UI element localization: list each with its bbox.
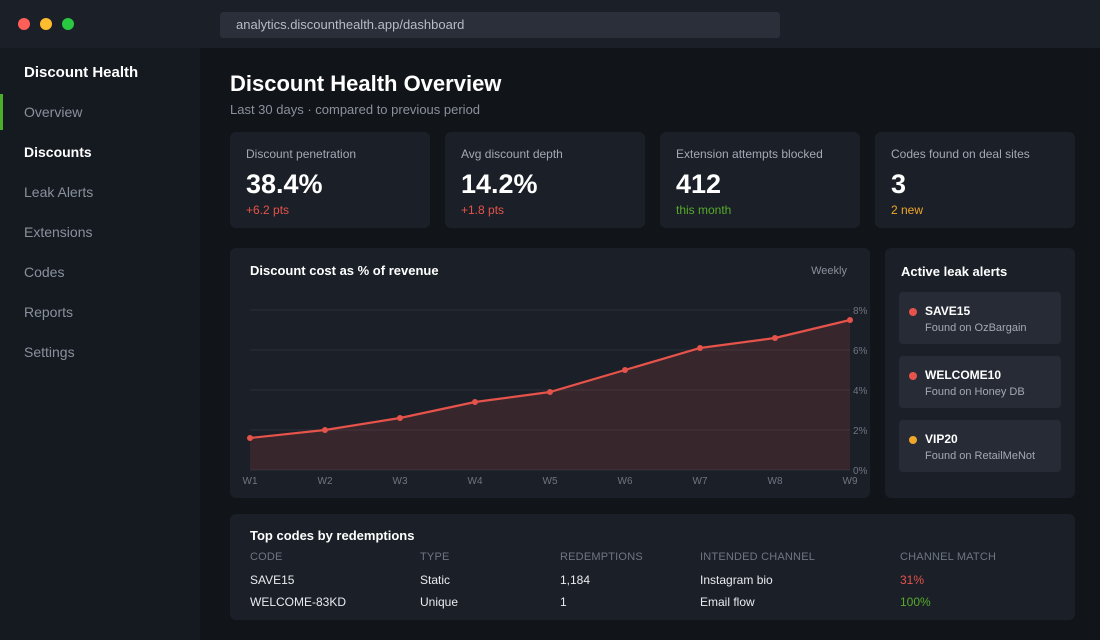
x-tick-label: W3: [393, 476, 408, 487]
kpi-label: Extension attempts blocked: [676, 147, 823, 161]
column-header-redemptions: REDEMPTIONS: [560, 551, 643, 563]
kpi-card-codes-found-on-deal-sites: Codes found on deal sites 3 2 new: [875, 132, 1075, 228]
alert-source: Found on OzBargain: [925, 322, 1027, 334]
y-tick-label: 8%: [853, 306, 868, 317]
minimize-window-button[interactable]: [40, 18, 52, 30]
data-point: [622, 367, 628, 373]
sidebar: Discount Health Overview Discounts Leak …: [0, 48, 200, 640]
address-bar[interactable]: analytics.discounthealth.app/dashboard: [220, 12, 780, 38]
leak-alert-item[interactable]: SAVE15 Found on OzBargain: [899, 292, 1061, 344]
leak-alert-item[interactable]: VIP20 Found on RetailMeNot: [899, 420, 1061, 472]
kpi-value: 14.2%: [461, 169, 538, 199]
sidebar-item-extensions[interactable]: Extensions: [24, 224, 93, 240]
data-point: [697, 345, 703, 351]
alert-source: Found on Honey DB: [925, 386, 1025, 398]
browser-titlebar: analytics.discounthealth.app/dashboard: [0, 0, 1100, 48]
chart-title: Discount cost as % of revenue: [250, 263, 439, 278]
sidebar-item-leak-alerts[interactable]: Leak Alerts: [24, 184, 94, 200]
cell-code: WELCOME-83KD: [250, 595, 347, 609]
top-codes-table-card: Top codes by redemptions CODE TYPE REDEM…: [230, 514, 1075, 620]
kpi-value: 3: [891, 169, 907, 199]
cell-type: Static: [420, 573, 451, 587]
cell-channel-match: 31%: [900, 573, 925, 587]
x-tick-label: W9: [843, 476, 858, 487]
alert-source: Found on RetailMeNot: [925, 450, 1036, 462]
column-header-code: CODE: [250, 551, 283, 563]
cell-channel: Email flow: [700, 595, 755, 609]
cell-redemptions: 1: [560, 595, 567, 609]
cell-channel: Instagram bio: [700, 573, 773, 587]
discount-cost-chart: 0% 2% 4% 6% 8% W1 W2 W3 W4 W5 W6 W7 W8 W9: [243, 306, 868, 487]
column-header-type: TYPE: [420, 551, 450, 563]
kpi-label: Discount penetration: [246, 147, 357, 161]
x-tick-label: W6: [618, 476, 633, 487]
kpi-value: 412: [676, 169, 722, 199]
page-title: Discount Health Overview: [230, 71, 502, 96]
data-point: [322, 427, 328, 433]
leak-alerts-card: Active leak alerts SAVE15 Found on OzBar…: [885, 248, 1075, 498]
data-point: [247, 435, 253, 441]
alert-code: SAVE15: [925, 304, 971, 318]
cell-channel-match: 100%: [900, 595, 931, 609]
main-content: Discount Health Overview Last 30 days · …: [200, 48, 1100, 640]
period-toggle[interactable]: Weekly: [811, 265, 847, 277]
kpi-card-avg-discount-depth: Avg discount depth 14.2% +1.8 pts: [445, 132, 645, 228]
kpi-delta: this month: [676, 203, 732, 217]
alerts-title: Active leak alerts: [901, 264, 1008, 279]
chart-card: Discount cost as % of revenue Weekly 0% 2…: [230, 248, 870, 498]
column-header-intended-channel: INTENDED CHANNEL: [700, 551, 816, 563]
kpi-label: Codes found on deal sites: [891, 147, 1030, 161]
x-tick-label: W1: [243, 476, 258, 487]
data-point: [397, 415, 403, 421]
status-dot: [909, 372, 917, 380]
kpi-label: Avg discount depth: [461, 147, 563, 161]
status-dot: [909, 436, 917, 444]
x-tick-label: W8: [768, 476, 783, 487]
cell-code: SAVE15: [250, 573, 295, 587]
cell-redemptions: 1,184: [560, 573, 591, 587]
x-tick-label: W4: [468, 476, 483, 487]
column-header-channel-match: CHANNEL MATCH: [900, 551, 997, 563]
y-tick-label: 0%: [853, 466, 868, 477]
data-point: [772, 335, 778, 341]
sidebar-item-codes[interactable]: Codes: [24, 264, 65, 280]
leak-alert-item[interactable]: WELCOME10 Found on Honey DB: [899, 356, 1061, 408]
maximize-window-button[interactable]: [62, 18, 74, 30]
y-tick-label: 2%: [853, 426, 868, 437]
alert-code: VIP20: [925, 432, 958, 446]
status-dot: [909, 308, 917, 316]
kpi-card-extension-attempts-blocked: Extension attempts blocked 412 this mont…: [660, 132, 860, 228]
kpi-value: 38.4%: [246, 169, 323, 199]
cell-type: Unique: [420, 595, 459, 609]
kpi-delta: +6.2 pts: [246, 203, 290, 217]
kpi-card-discount-penetration: Discount penetration 38.4% +6.2 pts: [230, 132, 430, 228]
close-window-button[interactable]: [18, 18, 30, 30]
data-point: [547, 389, 553, 395]
y-tick-label: 4%: [853, 386, 868, 397]
brand-title: Discount Health: [24, 64, 139, 81]
x-tick-label: W2: [318, 476, 333, 487]
sidebar-item-discounts[interactable]: Discounts: [24, 144, 92, 160]
x-tick-label: W5: [543, 476, 558, 487]
kpi-delta: +1.8 pts: [461, 203, 505, 217]
page-subtitle: Last 30 days · compared to previous peri…: [230, 102, 481, 117]
x-tick-label: W7: [693, 476, 708, 487]
sidebar-item-overview[interactable]: Overview: [0, 94, 200, 130]
sidebar-item-reports[interactable]: Reports: [24, 304, 74, 320]
y-tick-label: 6%: [853, 346, 868, 357]
sidebar-item-settings[interactable]: Settings: [24, 344, 75, 360]
data-point: [472, 399, 478, 405]
kpi-delta: 2 new: [891, 203, 924, 217]
table-title: Top codes by redemptions: [250, 528, 415, 543]
alert-code: WELCOME10: [925, 368, 1002, 382]
data-point: [847, 317, 853, 323]
